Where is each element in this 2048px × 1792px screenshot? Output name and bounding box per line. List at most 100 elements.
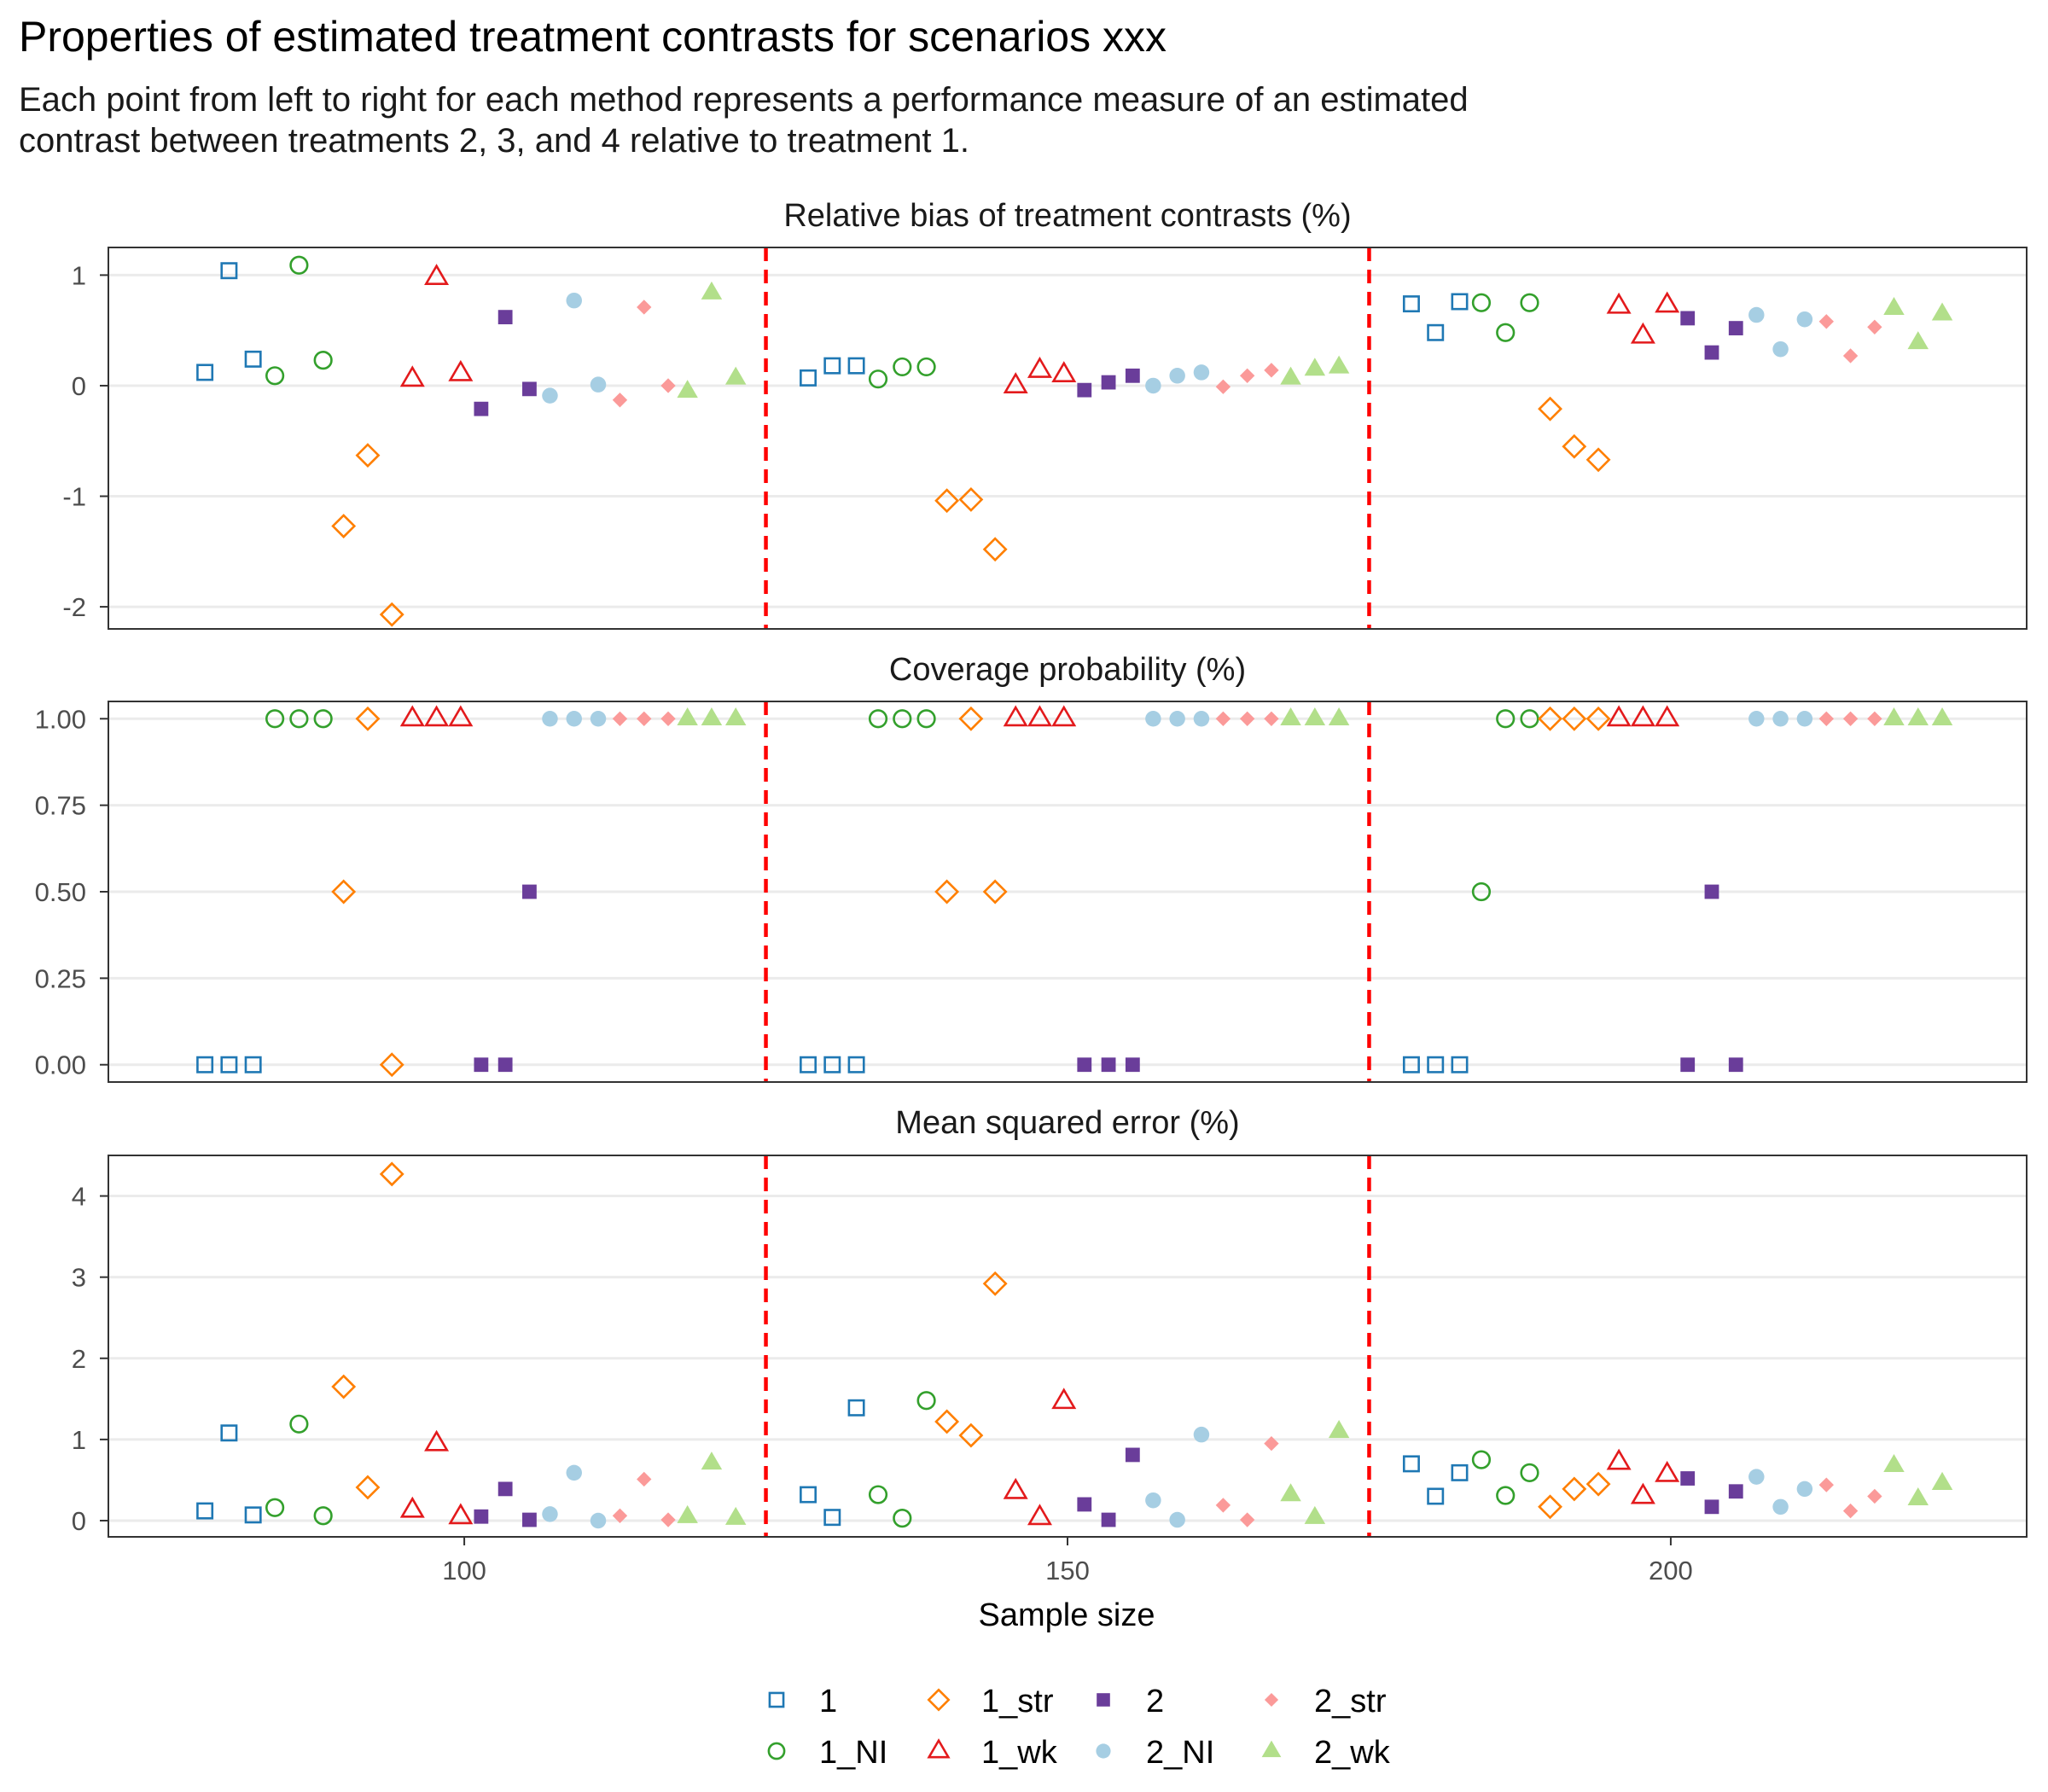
panel-2: Coverage probability (%) 0.00 0.25 0.50 0.75… [35, 652, 2028, 1083]
chart-subtitle-line-2: contrast between treatments 2, 3, and 4 … [19, 122, 969, 160]
data-point [1704, 884, 1719, 899]
y-tick-label: 4 [72, 1182, 86, 1212]
legend-item-1_str: 1_str [927, 1684, 1054, 1719]
data-point [1280, 1483, 1301, 1502]
data-point [1562, 706, 1587, 731]
data-point [701, 281, 723, 300]
data-point [823, 1056, 841, 1073]
data-point [1328, 707, 1350, 725]
data-point [1003, 705, 1028, 727]
panel-3: Mean squared error (%) 0 1 2 3 4 [72, 1105, 2028, 1538]
panel-border [108, 247, 2028, 630]
data-point [289, 1414, 309, 1434]
data-point [1931, 1471, 1953, 1490]
y-tick-label: 0 [72, 1506, 86, 1536]
data-point [1451, 1056, 1469, 1073]
data-point [677, 380, 698, 399]
legend-item-1: 1 [768, 1684, 837, 1719]
data-point [660, 711, 676, 726]
data-point [522, 884, 537, 899]
data-point [1125, 1057, 1140, 1073]
data-point [265, 709, 285, 729]
data-point [800, 1486, 817, 1504]
data-point [1264, 711, 1279, 726]
legend-key [1261, 1740, 1282, 1758]
x-tick-label: 200 [1649, 1556, 1693, 1585]
series-2_wk [677, 707, 1953, 725]
y-tick-label: -2 [62, 592, 86, 622]
data-point [1264, 1435, 1279, 1452]
data-point [1077, 382, 1092, 398]
data-point [1748, 306, 1765, 323]
data-point [1239, 368, 1255, 383]
y-tick-label: 0.00 [35, 1050, 86, 1080]
data-point [958, 706, 984, 731]
data-point [1867, 319, 1882, 335]
data-point [379, 602, 404, 627]
x-axis-title: Sample size [979, 1597, 1155, 1633]
data-point [677, 1504, 698, 1523]
data-point [566, 1464, 582, 1481]
data-point [800, 369, 817, 387]
series-1_NI [265, 1391, 1539, 1528]
data-point [244, 350, 262, 368]
data-point [958, 1423, 984, 1448]
series-1_wk [399, 705, 1680, 727]
data-point [660, 378, 676, 393]
data-point [1451, 293, 1469, 311]
data-point [1193, 711, 1210, 727]
legend-item-2_str: 2_str [1264, 1684, 1387, 1719]
legend-item-2_wk: 2_wk [1261, 1735, 1391, 1771]
data-point [958, 486, 984, 512]
data-point [1125, 1447, 1140, 1463]
data-point [1280, 366, 1301, 385]
data-point [1585, 1471, 1611, 1497]
data-point [1169, 368, 1185, 384]
data-point [916, 357, 936, 377]
data-point [1655, 705, 1680, 727]
data-point [448, 359, 474, 381]
data-point [355, 1475, 381, 1500]
data-point [196, 1056, 214, 1073]
data-point [1907, 1487, 1929, 1506]
data-point [1680, 1471, 1696, 1486]
legend-key [1096, 1743, 1111, 1759]
data-point [1585, 706, 1611, 731]
data-point [1145, 1492, 1161, 1509]
panel-title: Mean squared error (%) [895, 1105, 1239, 1141]
data-point [934, 1409, 960, 1434]
series-2_wk [677, 281, 1953, 399]
data-point [1907, 331, 1929, 350]
data-point [379, 1052, 404, 1078]
data-point [522, 1512, 537, 1527]
data-point [1101, 1057, 1116, 1073]
data-point [1304, 1505, 1326, 1524]
y-tick-label: 1 [72, 260, 86, 290]
data-point [1304, 707, 1326, 725]
data-point [1471, 293, 1492, 312]
data-point [1562, 433, 1587, 459]
series-1_str [331, 1161, 1611, 1520]
data-point [847, 1056, 865, 1073]
data-point [1728, 321, 1743, 335]
y-tick-label: 3 [72, 1263, 86, 1293]
y-tick-label: 0.50 [35, 877, 86, 907]
data-point [1772, 340, 1789, 358]
series-1 [196, 262, 1469, 387]
data-point [637, 711, 652, 726]
data-point [1883, 296, 1905, 315]
data-point [1907, 707, 1929, 725]
data-point [677, 707, 698, 725]
legend-label: 1 [819, 1684, 837, 1719]
data-point [1077, 1057, 1092, 1073]
legend-key [767, 1742, 786, 1760]
data-point [1818, 711, 1834, 726]
legend-key [927, 1738, 951, 1759]
panel-border [108, 701, 2028, 1083]
data-point [1630, 322, 1655, 344]
data-point [1427, 323, 1445, 341]
y-tick-label: 0.25 [35, 963, 86, 993]
data-point [399, 365, 425, 387]
data-point [1520, 293, 1539, 312]
